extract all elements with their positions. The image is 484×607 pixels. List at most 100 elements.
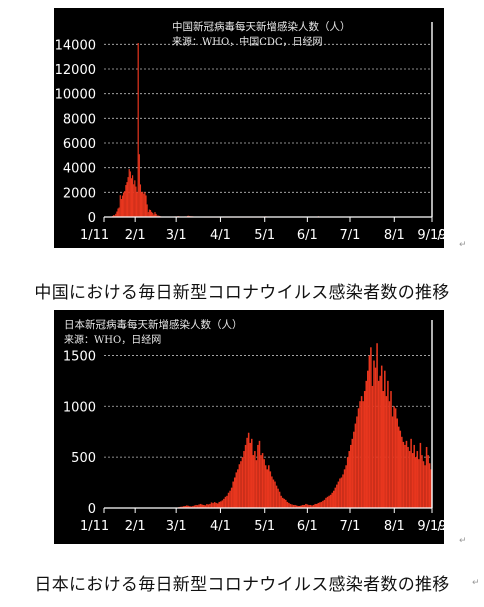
bar	[221, 500, 224, 508]
bar	[363, 391, 366, 508]
bar	[374, 367, 377, 508]
bar	[201, 504, 204, 508]
bar	[373, 360, 375, 508]
bar	[357, 408, 360, 508]
x-tick-label: 7/1	[340, 228, 361, 243]
bar	[140, 192, 143, 217]
bar	[126, 182, 128, 217]
bar	[283, 498, 286, 508]
bar	[250, 438, 253, 508]
japan-chart-caption: 日本における毎日新型コロナウイルス感染者数の推移	[34, 575, 450, 595]
y-tick-label: 2000	[63, 186, 96, 201]
bar	[241, 457, 244, 508]
bar	[118, 207, 120, 217]
y-tick-label: 500	[71, 451, 96, 466]
bar	[414, 457, 417, 508]
bar	[112, 215, 115, 217]
bar	[384, 370, 386, 508]
bar	[396, 418, 398, 508]
bar	[157, 215, 159, 217]
bar	[154, 212, 156, 217]
bar	[207, 504, 210, 508]
bar	[257, 444, 259, 508]
japan-chart-panel: 0 500 1000 1500 1/11 2/1 3/1 4/1 5/1 6/1 7/1 8/1 9/1…	[54, 310, 444, 544]
bar	[156, 215, 158, 217]
bar	[230, 487, 233, 508]
bar	[220, 501, 222, 508]
bar	[247, 432, 250, 508]
bar	[388, 401, 391, 508]
bar	[261, 453, 264, 508]
bar	[393, 406, 395, 508]
bar	[367, 370, 369, 508]
bar	[130, 178, 133, 217]
bar	[399, 430, 402, 508]
bar	[336, 484, 338, 508]
return-mark-icon: ↵	[459, 240, 467, 250]
bar	[325, 497, 327, 508]
bar	[394, 408, 397, 508]
x-tick-label: 8/1	[384, 519, 405, 534]
bar	[323, 499, 326, 508]
bar	[402, 441, 405, 508]
bar	[131, 175, 134, 217]
bar	[192, 505, 194, 508]
bar	[277, 488, 279, 508]
bar	[302, 504, 304, 508]
bar	[190, 506, 193, 508]
bar	[320, 501, 323, 508]
bar	[416, 451, 419, 508]
bar	[179, 506, 182, 508]
bar	[404, 444, 406, 508]
bar	[405, 440, 408, 508]
bar	[184, 505, 186, 508]
bar	[255, 460, 258, 508]
bar	[298, 505, 301, 508]
bar	[249, 442, 251, 508]
bar	[312, 504, 315, 508]
bar	[182, 506, 185, 508]
bar	[348, 451, 350, 508]
bar	[286, 501, 289, 508]
bar	[133, 184, 135, 217]
chart-title: 中国新冠病毒每天新增感染人数（人）	[172, 20, 351, 33]
bar	[354, 423, 357, 508]
x-tick-label: 1/11	[80, 228, 109, 243]
bar	[294, 504, 296, 508]
bar	[346, 457, 349, 508]
y-tick-label: 4000	[63, 162, 96, 177]
bar	[365, 380, 368, 508]
bar	[295, 505, 298, 508]
bar	[224, 496, 227, 508]
bar	[370, 347, 372, 508]
bar	[187, 505, 190, 508]
bar	[280, 495, 282, 508]
bar	[305, 503, 307, 508]
bar	[240, 461, 242, 508]
bar	[385, 396, 388, 508]
bar	[271, 476, 273, 508]
x-tick-label: 5/1	[254, 228, 275, 243]
return-mark-icon: ↵	[472, 578, 480, 588]
bar	[351, 438, 354, 508]
bar	[329, 494, 332, 508]
bar	[340, 477, 343, 508]
bar	[189, 506, 191, 508]
bar	[114, 215, 116, 217]
bar	[334, 487, 337, 508]
bar	[146, 204, 148, 217]
bar	[353, 431, 355, 508]
bar	[418, 459, 420, 508]
x-tick-label: /20	[438, 228, 444, 243]
y-tick-label: 0	[88, 502, 96, 517]
bar	[153, 214, 155, 217]
bar	[124, 191, 126, 217]
bar	[326, 496, 329, 508]
bar	[206, 504, 208, 508]
y-tick-label: 12000	[55, 63, 96, 78]
bar	[119, 195, 121, 217]
bar	[376, 343, 378, 508]
bar	[319, 502, 321, 508]
bar	[368, 355, 371, 508]
chart-title: 日本新冠病毒每天新增感染人数（人）	[64, 318, 243, 331]
